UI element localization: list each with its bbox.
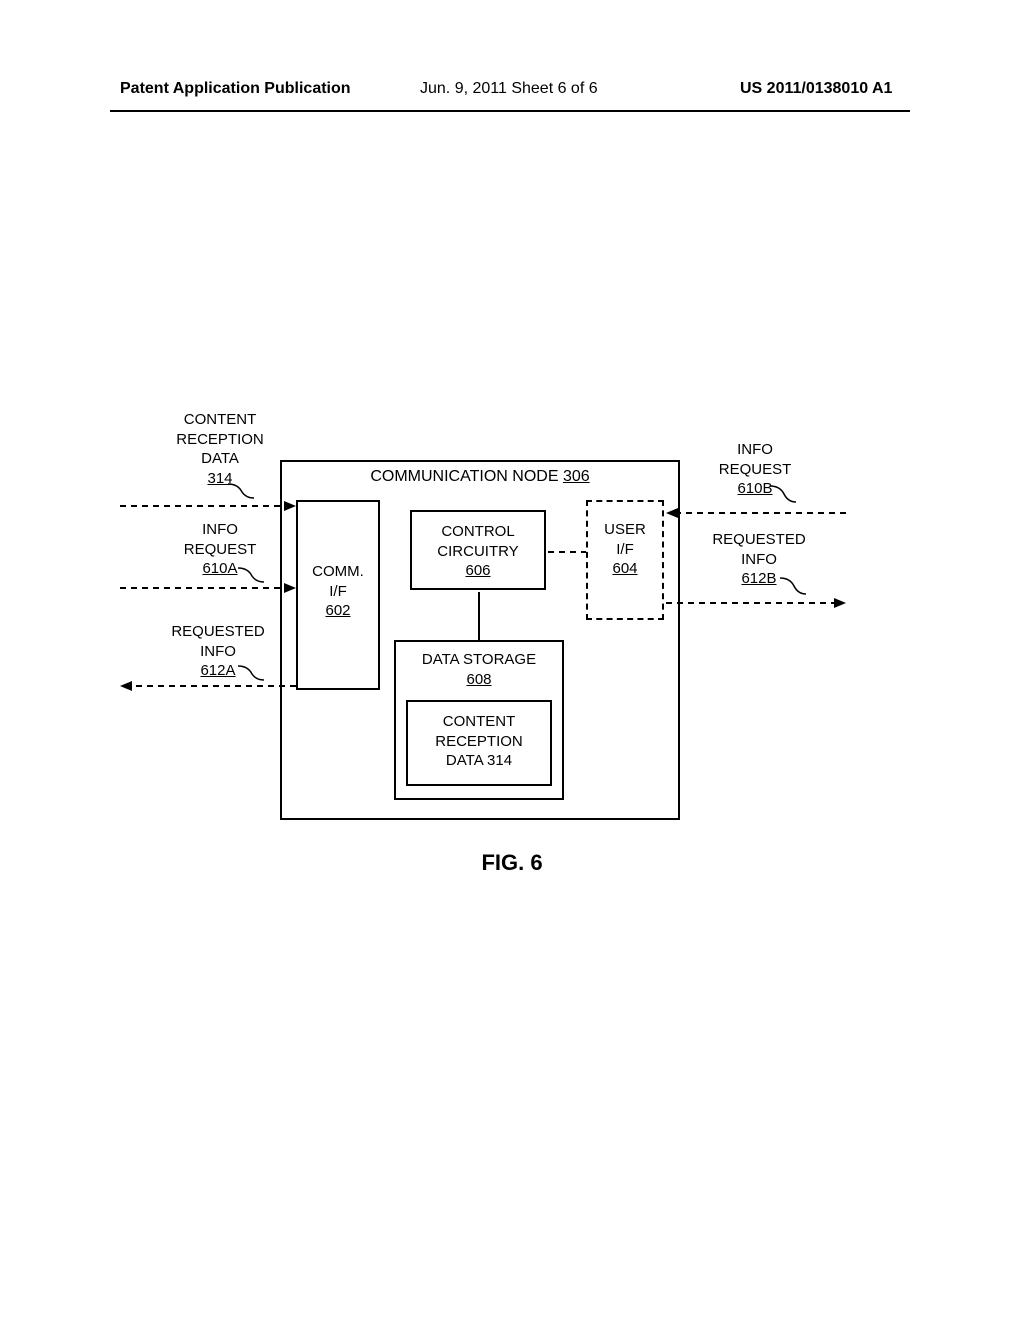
requested-info-right-ref: 612B: [741, 570, 776, 587]
content-data-box: CONTENTRECEPTIONDATA 314: [406, 700, 552, 786]
comm-if-label: COMM.I/F: [312, 563, 364, 600]
content-reception-left-text: CONTENTRECEPTIONDATA: [176, 411, 264, 467]
info-request-left-ref: 610A: [202, 560, 237, 577]
requested-info-right-text: REQUESTEDINFO: [712, 531, 805, 568]
lead-610a: [236, 566, 266, 584]
control-circuitry-ref: 606: [465, 562, 490, 579]
content-reception-left-label: CONTENTRECEPTIONDATA 314: [160, 410, 280, 488]
lead-612a: [236, 664, 266, 682]
control-to-storage-line: [478, 592, 480, 640]
user-if-label: USERI/F: [604, 521, 646, 558]
arrow-610b-in: [666, 505, 846, 521]
arrow-314-in: [120, 498, 296, 514]
arrow-612a-out: [120, 678, 296, 694]
header-divider: [110, 110, 910, 112]
comm-if-box: COMM.I/F 602: [296, 500, 380, 690]
comm-if-ref: 602: [325, 602, 350, 619]
requested-info-left-text: REQUESTEDINFO: [171, 623, 264, 660]
header-pub: Patent Application Publication: [120, 80, 351, 98]
lead-314: [226, 482, 256, 500]
control-userif-dashed: [548, 550, 586, 556]
control-circuitry-box: CONTROLCIRCUITRY 606: [410, 510, 546, 590]
header-pub-number: US 2011/0138010 A1: [740, 80, 892, 98]
content-data-ref: 314: [487, 752, 512, 769]
lead-612b: [778, 576, 808, 596]
data-storage-ref: 608: [466, 671, 491, 688]
header-date-sheet: Jun. 9, 2011 Sheet 6 of 6: [420, 80, 598, 98]
info-request-right-text: INFOREQUEST: [719, 441, 792, 478]
page-header: Patent Application Publication Jun. 9, 2…: [0, 80, 1024, 110]
control-circuitry-label: CONTROLCIRCUITRY: [437, 523, 518, 560]
user-if-ref: 604: [612, 560, 637, 577]
info-request-left-text: INFOREQUEST: [184, 521, 257, 558]
user-if-box: USERI/F 604: [586, 500, 664, 620]
figure-label: FIG. 6: [0, 850, 1024, 876]
data-storage-label: DATA STORAGE: [422, 651, 536, 668]
figure-diagram: COMMUNICATION NODE 306 COMM.I/F 602 CONT…: [0, 400, 1024, 900]
arrow-612b-out: [666, 595, 846, 611]
requested-info-left-ref: 612A: [200, 662, 235, 679]
lead-610b: [768, 484, 798, 504]
arrow-610a-in: [120, 580, 296, 596]
